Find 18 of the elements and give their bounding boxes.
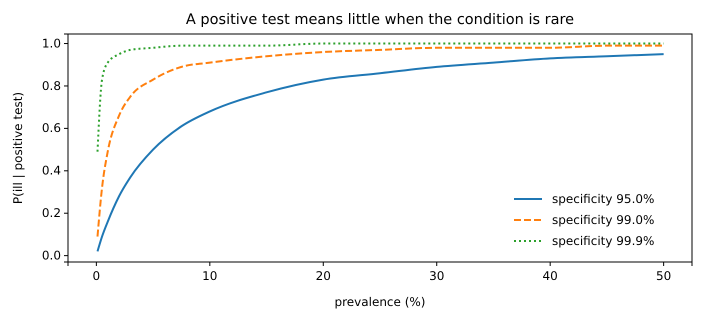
- y-tick-label: 0.6: [42, 121, 61, 136]
- x-axis-title: prevalence (%): [334, 295, 426, 309]
- legend-label: specificity 99.9%: [552, 234, 654, 248]
- x-tick-label: 30: [429, 268, 444, 283]
- x-tick-label: 20: [316, 268, 331, 283]
- y-tick-label: 0.8: [42, 78, 61, 93]
- legend-label: specificity 95.0%: [552, 192, 654, 206]
- y-axis-title: P(ill | positive test): [11, 92, 25, 204]
- chart-title: A positive test means little when the condition is rare: [186, 12, 574, 28]
- y-tick-label: 0.0: [42, 248, 61, 262]
- y-tick-label: 0.4: [42, 164, 61, 178]
- y-tick-label: 1.0: [42, 36, 61, 50]
- x-tick-label: 10: [202, 268, 218, 283]
- legend-label: specificity 99.0%: [552, 213, 654, 228]
- x-tick-label: 0: [92, 268, 100, 283]
- x-tick-label: 50: [656, 268, 672, 283]
- x-tick-label: 40: [542, 268, 558, 283]
- y-tick-label: 0.2: [42, 206, 61, 220]
